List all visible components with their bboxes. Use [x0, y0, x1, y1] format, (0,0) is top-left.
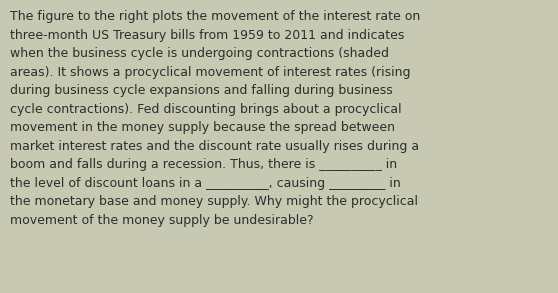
Text: The figure to the right plots the movement of the interest rate on
three-month U: The figure to the right plots the moveme… — [10, 10, 420, 227]
